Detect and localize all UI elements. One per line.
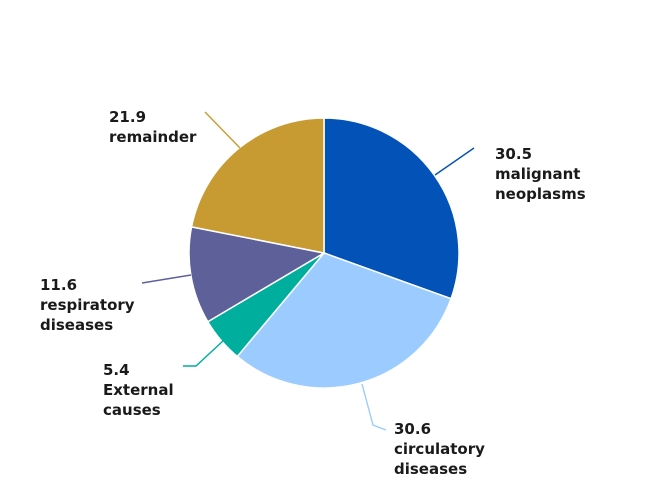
slice-name-label: diseases xyxy=(40,316,113,334)
slice-value-label: 21.9 xyxy=(109,108,146,126)
slice-name-label: diseases xyxy=(394,460,467,478)
slice-name-label: circulatory xyxy=(394,440,485,458)
slice-value-label: 5.4 xyxy=(103,361,130,379)
slice-label: 5.4 External causes xyxy=(103,361,174,419)
slice-label: 30.5 malignant neoplasms xyxy=(495,145,586,203)
slice-name-label: respiratory xyxy=(40,296,135,314)
slice-name-label: neoplasms xyxy=(495,185,586,203)
slice-value-label: 30.5 xyxy=(495,145,532,163)
leader-line xyxy=(204,111,241,149)
slice-label: 11.6 respiratory diseases xyxy=(40,276,135,334)
slice-value-label: 11.6 xyxy=(40,276,77,294)
slices-layer xyxy=(188,117,460,389)
leader-line xyxy=(361,383,387,431)
leader-line xyxy=(141,274,192,284)
slice-name-label: remainder xyxy=(109,128,197,146)
slice-name-label: causes xyxy=(103,401,161,419)
slice-name-label: External xyxy=(103,381,174,399)
slice-label: 21.9 remainder xyxy=(109,108,197,146)
leader-line xyxy=(434,147,475,176)
pie-slice xyxy=(190,117,325,254)
slice-value-label: 30.6 xyxy=(394,420,431,438)
labels-layer: 30.5 malignant neoplasms 30.6 circulatory dis… xyxy=(40,108,586,478)
pie-slice xyxy=(188,225,327,323)
pie-slice xyxy=(323,117,460,300)
leader-line xyxy=(183,339,225,367)
pie-slice xyxy=(236,252,452,389)
slice-label: 30.6 circulatory diseases xyxy=(394,420,485,478)
leader-lines-layer xyxy=(141,111,475,431)
slice-name-label: malignant xyxy=(495,165,580,183)
